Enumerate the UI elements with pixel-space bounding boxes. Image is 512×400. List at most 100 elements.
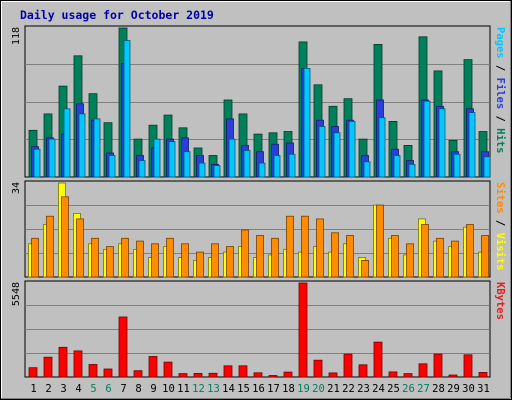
bar-kbytes-day-3: [58, 346, 68, 378]
x-tick-label: 3: [60, 383, 66, 395]
x-tick-label: 19: [297, 383, 310, 395]
bar-sites-day-20: [316, 218, 324, 278]
legend-separator: /: [494, 109, 506, 128]
x-tick-label: 21: [327, 383, 340, 395]
bar-sites-day-21: [331, 232, 339, 278]
bar-kbytes: [208, 372, 218, 378]
bar-kbytes: [58, 346, 68, 378]
legend-label: KBytes: [494, 282, 506, 320]
bar-pages-day-26: [408, 163, 416, 178]
bar-kbytes-day-27: [418, 363, 428, 378]
bar-kbytes: [463, 354, 473, 378]
bar-sites: [196, 251, 204, 278]
bar-sites-day-25: [391, 235, 399, 278]
bar-kbytes-day-11: [178, 373, 188, 378]
bar-sites: [286, 215, 294, 278]
bar-pages-day-3: [63, 108, 71, 178]
bars: [28, 27, 491, 178]
bar-sites-day-5: [91, 237, 99, 278]
legend-label: Sites / Visits: [494, 182, 506, 271]
x-tick-label: 12: [192, 383, 205, 395]
bar-pages: [108, 155, 116, 178]
bar-sites-day-7: [121, 237, 129, 278]
bar-kbytes: [148, 356, 158, 378]
bar-kbytes: [268, 375, 278, 378]
bar-pages-day-5: [93, 118, 101, 178]
bar-sites: [31, 237, 39, 278]
bar-kbytes-day-30: [463, 354, 473, 378]
bar-pages: [348, 121, 356, 178]
bar-pages: [153, 138, 161, 178]
bar-kbytes: [343, 353, 353, 378]
bar-pages-day-9: [153, 138, 161, 178]
x-tick-label: 23: [357, 383, 370, 395]
bar-pages-day-6: [108, 155, 116, 178]
bar-pages: [408, 163, 416, 178]
bar-kbytes: [433, 353, 443, 378]
bar-sites: [391, 235, 399, 278]
bar-sites: [121, 237, 129, 278]
bar-sites-day-29: [451, 240, 459, 278]
bar-sites: [166, 237, 174, 278]
bar-kbytes-day-23: [358, 364, 368, 378]
gridlines: [25, 305, 490, 354]
bar-sites: [241, 229, 249, 278]
bar-kbytes: [373, 341, 383, 378]
bar-kbytes-day-9: [148, 356, 158, 378]
legend-entry: Pages: [494, 27, 506, 59]
x-tick-label: 27: [417, 383, 430, 395]
x-tick-label: 26: [402, 383, 415, 395]
bar-pages: [288, 153, 296, 178]
chart-panels: 118 Pages / Files / Hits 34 Sites / Visits 5…: [11, 25, 506, 378]
legend-entry: Sites: [494, 182, 506, 214]
bar-kbytes: [403, 373, 413, 378]
x-tick-label: 4: [75, 383, 81, 395]
bar-kbytes-day-24: [373, 341, 383, 378]
bar-sites: [106, 246, 114, 278]
bar-pages: [78, 113, 86, 178]
bar-kbytes: [118, 316, 128, 378]
bar-sites: [331, 232, 339, 278]
y-max-label: 118: [11, 27, 22, 45]
bar-kbytes-day-7: [118, 316, 128, 378]
bar-pages: [123, 40, 131, 178]
bars: [28, 182, 489, 278]
bar-kbytes-day-22: [343, 353, 353, 378]
bar-pages-day-16: [258, 162, 266, 178]
x-tick-label: 1: [30, 383, 36, 395]
bar-kbytes-day-19: [298, 282, 308, 378]
bar-sites-day-15: [241, 229, 249, 278]
bar-kbytes-day-8: [133, 370, 143, 378]
bar-kbytes-day-13: [208, 372, 218, 378]
bar-pages: [258, 162, 266, 178]
x-tick-label: 14: [222, 383, 235, 395]
x-tick-label: 10: [162, 383, 175, 395]
bar-pages-day-22: [348, 121, 356, 178]
bar-kbytes-day-15: [238, 365, 248, 378]
bar-pages: [318, 126, 326, 178]
bar-kbytes: [163, 361, 173, 378]
x-tick-label: 2: [45, 383, 51, 395]
x-tick-label: 9: [150, 383, 156, 395]
bar-sites-day-31: [481, 235, 489, 278]
bar-pages: [213, 165, 221, 178]
bar-pages: [228, 138, 236, 178]
x-tick-label: 7: [120, 383, 126, 395]
bar-sites-day-16: [256, 235, 264, 278]
bar-sites: [466, 224, 474, 278]
bar-pages-day-15: [243, 150, 251, 178]
bar-pages: [168, 141, 176, 178]
x-tick-label: 5: [90, 383, 96, 395]
legend-entry: KBytes: [494, 282, 506, 320]
bar-pages: [423, 100, 431, 178]
bar-kbytes: [283, 371, 293, 378]
bar-pages: [303, 68, 311, 178]
x-tick-label: 8: [135, 383, 141, 395]
bar-sites: [316, 218, 324, 278]
bar-pages: [63, 108, 71, 178]
bar-sites-day-24: [376, 204, 384, 278]
bar-pages-day-31: [483, 156, 491, 178]
bar-sites-day-28: [436, 237, 444, 278]
bar-kbytes-day-2: [43, 356, 53, 378]
